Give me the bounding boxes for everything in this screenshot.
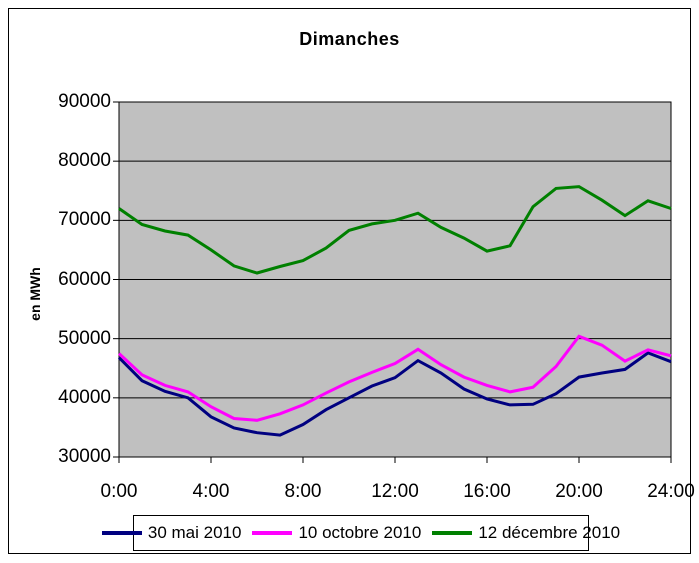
series-line-30-mai-2010	[117, 351, 672, 437]
y-tick-label: 30000	[58, 446, 111, 467]
legend-item: 10 octobre 2010	[252, 523, 421, 543]
legend-item: 30 mai 2010	[101, 523, 242, 543]
legend-line-swatch	[101, 531, 142, 535]
legend-line-swatch	[252, 531, 293, 535]
y-tick-label: 70000	[58, 209, 111, 231]
legend-label: 10 octobre 2010	[298, 523, 422, 542]
y-tick-label: 40000	[58, 386, 111, 408]
x-tick-label: 8:00	[284, 481, 322, 502]
x-tick-label: 4:00	[192, 481, 230, 502]
legend: 30 mai 2010 10 octobre 2010 12 décembre 20…	[101, 515, 620, 551]
y-tick-label: 90000	[58, 91, 111, 112]
plot-area	[113, 101, 672, 463]
series-line-12-d-cembre-2010	[118, 185, 672, 275]
series-line-10-octobre-2010	[117, 334, 672, 422]
y-tick-label: 60000	[58, 268, 111, 290]
legend-line-swatch	[432, 531, 473, 535]
x-tick-label: 20:00	[555, 481, 603, 502]
x-tick-label: 12:00	[371, 481, 419, 502]
x-tick-label: 0:00	[100, 481, 138, 502]
legend-item: 12 décembre 2010	[432, 523, 620, 543]
legend-label: 30 mai 2010	[147, 523, 242, 542]
x-tick-label: 16:00	[463, 481, 511, 502]
x-tick-label: 24:00	[647, 481, 695, 502]
chart-title: Dimanches	[299, 29, 400, 49]
legend-label: 12 décembre 2010	[478, 523, 621, 542]
y-tick-label: 80000	[58, 150, 111, 172]
y-tick-label: 50000	[58, 327, 111, 349]
chart-frame: Dimanches en MWh 30000 40000 50000 60000 700…	[8, 8, 695, 554]
